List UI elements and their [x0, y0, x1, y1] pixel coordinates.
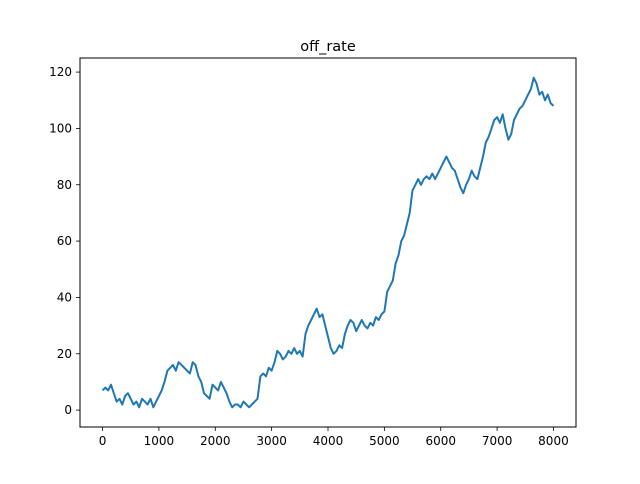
y-tick-label: 100: [49, 121, 72, 135]
x-tick-label: 3000: [256, 434, 287, 448]
y-tick-label: 80: [57, 178, 72, 192]
axes-frame: [79, 57, 577, 428]
series-line: [101, 76, 555, 409]
x-tick-label: 7000: [482, 434, 513, 448]
chart-title: off_rate: [300, 39, 356, 55]
x-tick-label: 4000: [313, 434, 344, 448]
y-tick-label: 120: [49, 65, 72, 79]
y-tick-label: 40: [57, 290, 72, 304]
x-tick-label: 2000: [200, 434, 231, 448]
x-tick-label: 6000: [425, 434, 456, 448]
y-tick-label: 60: [57, 234, 72, 248]
x-tick-label: 5000: [369, 434, 400, 448]
y-tick-label: 0: [64, 403, 72, 417]
plot-area: [101, 76, 555, 409]
x-axis: 0 1000 2000 3000 4000 5000 6000 7000 8000: [99, 427, 569, 448]
y-axis: 0 20 40 60 80 100 120: [49, 65, 80, 417]
y-tick-label: 20: [57, 347, 72, 361]
x-tick-label: 1000: [144, 434, 175, 448]
x-tick-label: 8000: [538, 434, 569, 448]
x-tick-label: 0: [99, 434, 107, 448]
